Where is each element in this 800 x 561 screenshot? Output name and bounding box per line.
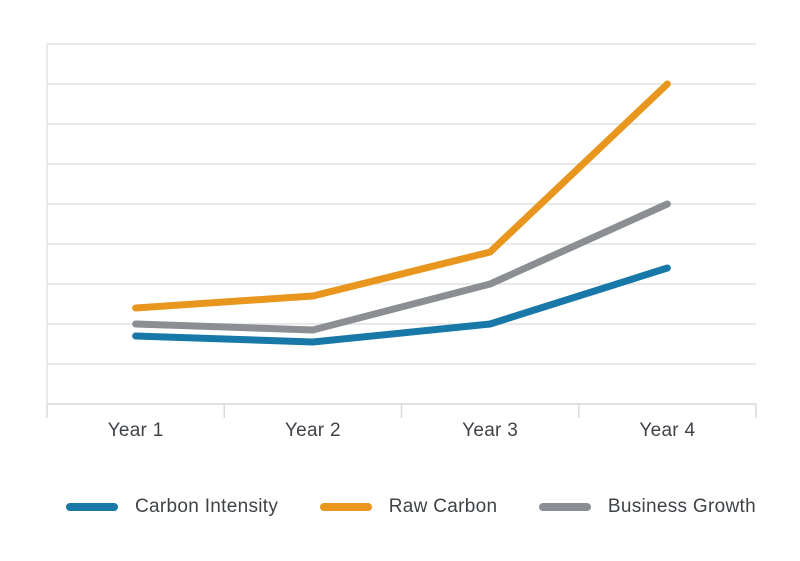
- x-axis-label: Year 2: [284, 420, 341, 441]
- legend-item-business-growth: Business Growth: [538, 496, 756, 518]
- legend-label: Raw Carbon: [388, 496, 498, 517]
- x-axis-label: Year 1: [107, 420, 164, 441]
- series-line-carbon-intensity: [132, 264, 671, 346]
- series-line-raw-carbon: [132, 80, 671, 312]
- legend-item-raw-carbon: Raw Carbon: [319, 496, 498, 518]
- x-axis-label: Year 4: [639, 420, 696, 441]
- legend-label: Business Growth: [607, 496, 756, 517]
- legend-swatch-icon: [319, 503, 372, 511]
- legend-item-carbon-intensity: Carbon Intensity: [66, 496, 278, 518]
- series-line-business-growth: [132, 200, 671, 334]
- legend-swatch-icon: [538, 503, 591, 511]
- x-axis-label: Year 3: [462, 420, 519, 441]
- legend: Carbon Intensity Raw Carbon Business Growt…: [66, 492, 756, 522]
- legend-label: Carbon Intensity: [135, 496, 279, 517]
- x-axis-labels: Year 1 Year 2 Year 3 Year 4: [0, 420, 800, 448]
- legend-swatch-icon: [66, 503, 118, 511]
